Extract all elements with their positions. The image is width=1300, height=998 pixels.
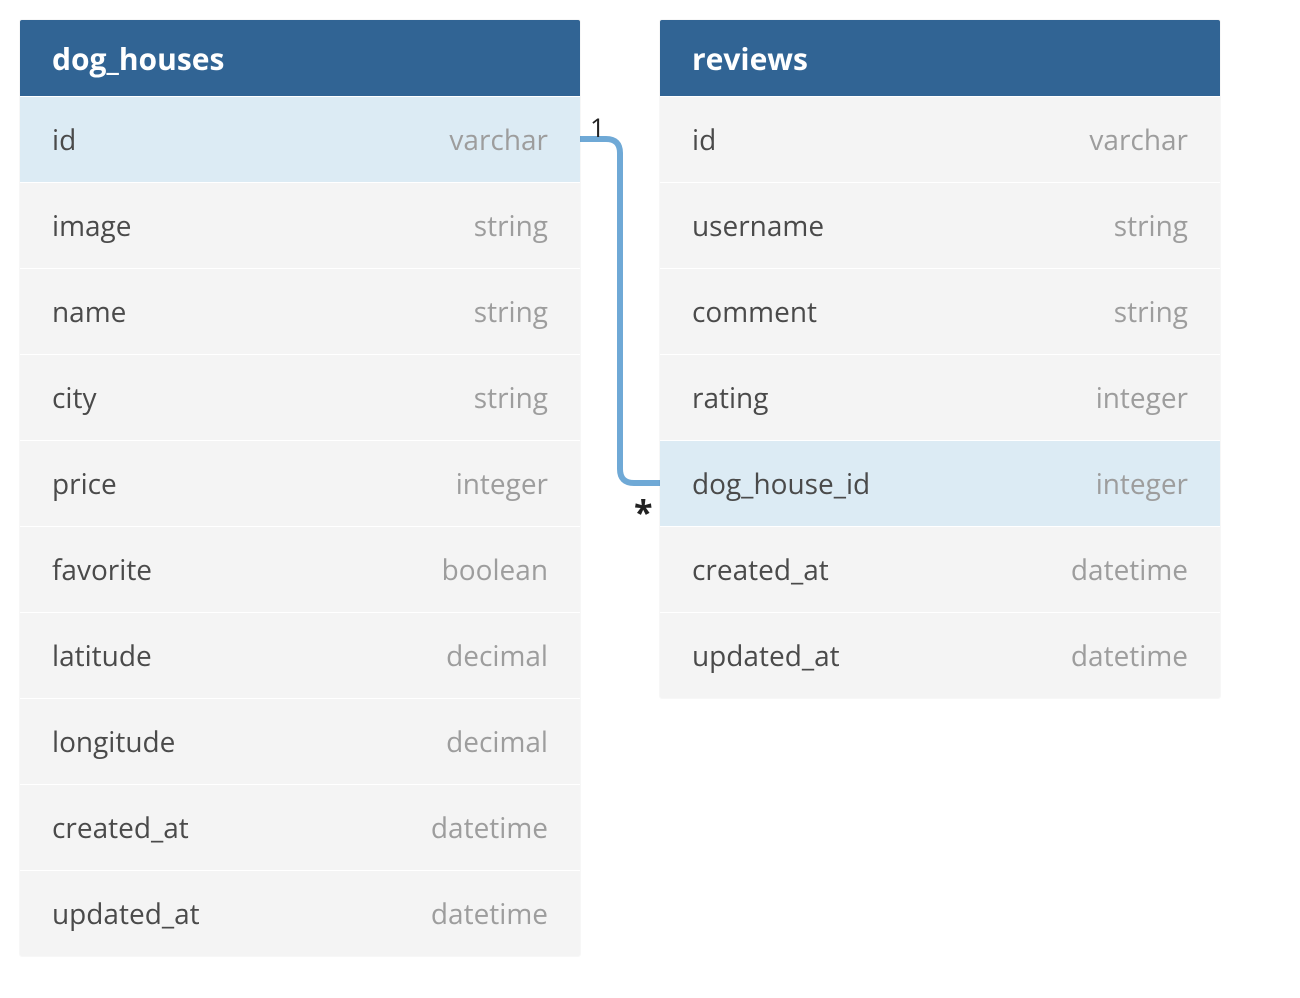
table-column-row: price integer bbox=[20, 440, 580, 526]
column-type: varchar bbox=[449, 121, 548, 159]
column-name: username bbox=[692, 207, 824, 245]
column-name: comment bbox=[692, 293, 817, 331]
column-type: datetime bbox=[1071, 637, 1188, 675]
erd-canvas: { "layout": { "canvas_w": 1300, "canvas_… bbox=[0, 0, 1300, 998]
column-type: string bbox=[474, 207, 548, 245]
table-column-row: created_at datetime bbox=[20, 784, 580, 870]
table-column-row: city string bbox=[20, 354, 580, 440]
table-column-row: latitude decimal bbox=[20, 612, 580, 698]
table-column-row: favorite boolean bbox=[20, 526, 580, 612]
fk-connector-path bbox=[580, 139, 660, 483]
table-column-row: id varchar bbox=[20, 96, 580, 182]
table-column-row: username string bbox=[660, 182, 1220, 268]
cardinality-one: 1 bbox=[590, 109, 605, 145]
column-type: integer bbox=[456, 465, 548, 503]
table-dog_houses: dog_housesid varchar image string name string… bbox=[20, 20, 580, 956]
table-column-row: rating integer bbox=[660, 354, 1220, 440]
column-name: id bbox=[692, 121, 716, 159]
table-column-row: updated_at datetime bbox=[20, 870, 580, 956]
column-type: string bbox=[1114, 293, 1188, 331]
column-name: created_at bbox=[692, 551, 829, 589]
table-header: dog_houses bbox=[20, 20, 580, 96]
column-type: integer bbox=[1096, 465, 1188, 503]
table-column-row: id varchar bbox=[660, 96, 1220, 182]
column-name: price bbox=[52, 465, 117, 503]
column-name: id bbox=[52, 121, 76, 159]
table-column-row: comment string bbox=[660, 268, 1220, 354]
column-name: created_at bbox=[52, 809, 189, 847]
column-type: string bbox=[1114, 207, 1188, 245]
column-name: latitude bbox=[52, 637, 152, 675]
column-name: rating bbox=[692, 379, 768, 417]
column-name: image bbox=[52, 207, 131, 245]
table-reviews: reviews id varchar username string comment str… bbox=[660, 20, 1220, 698]
column-name: name bbox=[52, 293, 126, 331]
column-type: integer bbox=[1096, 379, 1188, 417]
table-header: reviews bbox=[660, 20, 1220, 96]
column-type: string bbox=[474, 379, 548, 417]
column-name: longitude bbox=[52, 723, 175, 761]
column-type: decimal bbox=[446, 637, 548, 675]
table-column-row: image string bbox=[20, 182, 580, 268]
table-column-row: dog_house_id integer bbox=[660, 440, 1220, 526]
column-name: dog_house_id bbox=[692, 465, 870, 503]
column-type: string bbox=[474, 293, 548, 331]
column-type: varchar bbox=[1089, 121, 1188, 159]
table-column-row: longitude decimal bbox=[20, 698, 580, 784]
table-column-row: updated_at datetime bbox=[660, 612, 1220, 698]
column-name: favorite bbox=[52, 551, 152, 589]
column-type: datetime bbox=[431, 809, 548, 847]
column-type: boolean bbox=[442, 551, 548, 589]
column-name: city bbox=[52, 379, 97, 417]
column-name: updated_at bbox=[692, 637, 840, 675]
cardinality-many: * bbox=[634, 489, 653, 535]
column-type: datetime bbox=[1071, 551, 1188, 589]
table-column-row: name string bbox=[20, 268, 580, 354]
column-type: datetime bbox=[431, 895, 548, 933]
column-name: updated_at bbox=[52, 895, 200, 933]
table-column-row: created_at datetime bbox=[660, 526, 1220, 612]
column-type: decimal bbox=[446, 723, 548, 761]
